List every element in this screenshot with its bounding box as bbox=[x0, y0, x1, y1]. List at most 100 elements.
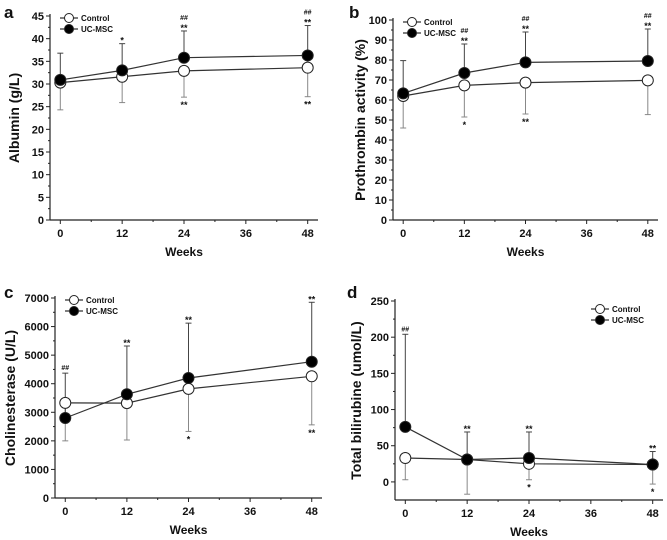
y-tick-label: 40 bbox=[32, 34, 44, 46]
x-tick-label: 36 bbox=[244, 506, 256, 518]
significance-mark: ** bbox=[304, 18, 312, 28]
y-tick-label: 0 bbox=[383, 477, 389, 489]
y-tick-label: 250 bbox=[371, 296, 389, 308]
series-line-control bbox=[405, 457, 653, 466]
series-line-uc-msc bbox=[60, 54, 308, 81]
y-tick-label: 50 bbox=[375, 115, 387, 127]
series-line-control bbox=[60, 67, 308, 84]
data-point-uc-msc bbox=[523, 452, 535, 465]
legend-item-control: Control bbox=[65, 295, 114, 305]
panel-a: a 0 5 10 15 20 25 30 35 40 45 0 12 24 36 48 Weeks Albumin… bbox=[4, 3, 318, 259]
series-line-control bbox=[403, 79, 648, 97]
y-tick-label: 10 bbox=[32, 170, 44, 182]
y-tick-label: 15 bbox=[32, 147, 44, 159]
significance-mark: ** bbox=[461, 36, 469, 46]
x-tick-label: 24 bbox=[182, 506, 195, 518]
panel-b: b 0 10 20 30 40 50 60 70 80 90 100 0 12 24 36 48 Weeks Pro… bbox=[349, 3, 658, 259]
data-point-uc-msc bbox=[116, 64, 129, 77]
y-tick-label: 6000 bbox=[25, 322, 49, 334]
legend-label: Control bbox=[424, 18, 452, 27]
data-point-uc-msc bbox=[59, 412, 72, 424]
significance-mark: ## bbox=[304, 10, 312, 17]
y-tick-label: 200 bbox=[371, 332, 389, 344]
legend-label: UC-MSC bbox=[81, 25, 113, 34]
x-tick-label: 0 bbox=[62, 506, 68, 518]
legend-label: UC-MSC bbox=[424, 29, 456, 38]
legend-marker bbox=[64, 24, 74, 34]
panel-d: d 0 50 100 150 200 250 0 12 24 36 48 Weeks Total bili… bbox=[347, 283, 663, 539]
data-point-uc-msc bbox=[182, 372, 195, 384]
significance-mark: * bbox=[651, 487, 655, 497]
y-tick-label: 10 bbox=[375, 195, 387, 207]
data-point-control bbox=[519, 76, 532, 89]
data-point-control bbox=[178, 64, 190, 77]
x-axis-label: Weeks bbox=[170, 523, 208, 537]
data-point-uc-msc bbox=[641, 55, 654, 67]
y-axis-label: Prothrombin activity (%) bbox=[352, 39, 368, 201]
y-tick-label: 0 bbox=[38, 215, 44, 227]
x-tick-label: 36 bbox=[585, 508, 597, 520]
legend-item-control: Control bbox=[591, 304, 640, 314]
significance-mark: ** bbox=[308, 294, 316, 304]
panel-c: c 0 1000 2000 3000 4000 5000 6000 7000 0 12 24 36 48 W… bbox=[2, 283, 322, 537]
data-point-uc-msc bbox=[120, 388, 133, 401]
significance-mark: ** bbox=[525, 424, 533, 434]
legend-item-uc-msc: UC-MSC bbox=[65, 306, 118, 316]
significance-mark: ** bbox=[180, 100, 188, 110]
data-point-uc-msc bbox=[399, 420, 412, 433]
x-tick-label: 24 bbox=[519, 228, 532, 240]
significance-mark: ** bbox=[464, 424, 472, 434]
significance-mark: ** bbox=[522, 24, 530, 34]
x-tick-label: 12 bbox=[121, 506, 133, 518]
y-tick-label: 35 bbox=[32, 56, 44, 68]
legend-marker bbox=[69, 306, 79, 316]
y-tick-label: 25 bbox=[32, 102, 44, 114]
y-tick-label: 150 bbox=[371, 368, 389, 380]
y-tick-label: 7000 bbox=[25, 293, 49, 305]
legend-label: Control bbox=[612, 305, 640, 314]
significance-mark: ## bbox=[522, 16, 530, 23]
legend-item-uc-msc: UC-MSC bbox=[591, 315, 644, 325]
data-point-uc-msc bbox=[397, 87, 410, 100]
series-line-uc-msc bbox=[405, 426, 653, 466]
significance-mark: ** bbox=[123, 338, 131, 348]
x-tick-label: 12 bbox=[116, 228, 128, 240]
y-tick-label: 60 bbox=[375, 95, 387, 107]
legend-marker bbox=[407, 28, 417, 38]
x-tick-label: 24 bbox=[523, 508, 536, 520]
data-point-control bbox=[641, 74, 654, 87]
y-tick-label: 90 bbox=[375, 35, 387, 47]
y-tick-label: 40 bbox=[375, 135, 387, 147]
significance-mark: ** bbox=[308, 428, 316, 438]
significance-mark: ## bbox=[401, 326, 409, 333]
y-tick-label: 5 bbox=[38, 192, 44, 204]
legend-marker bbox=[407, 17, 417, 27]
legend-label: Control bbox=[81, 14, 109, 23]
series-line-uc-msc bbox=[65, 361, 312, 419]
data-point-control bbox=[59, 396, 72, 409]
x-tick-label: 12 bbox=[458, 228, 470, 240]
legend-marker bbox=[595, 315, 605, 325]
x-axis-label: Weeks bbox=[507, 245, 545, 259]
y-axis-label: Albumin (g/L) bbox=[6, 73, 22, 163]
x-tick-label: 12 bbox=[461, 508, 473, 520]
legend-item-uc-msc: UC-MSC bbox=[403, 28, 456, 38]
significance-mark: * bbox=[120, 36, 124, 46]
panel-letter: a bbox=[4, 3, 14, 22]
x-tick-label: 36 bbox=[240, 228, 252, 240]
significance-mark: ** bbox=[185, 315, 193, 325]
y-axis-label: Total bilirubine (umol/L) bbox=[348, 321, 364, 479]
panel-letter: b bbox=[349, 3, 359, 22]
legend-item-control: Control bbox=[403, 17, 452, 27]
significance-mark: ** bbox=[644, 21, 652, 31]
x-tick-label: 36 bbox=[581, 228, 593, 240]
significance-mark: ** bbox=[522, 117, 530, 127]
data-point-control bbox=[301, 61, 314, 74]
y-tick-label: 30 bbox=[375, 155, 387, 167]
x-tick-label: 48 bbox=[302, 228, 314, 240]
x-tick-label: 48 bbox=[306, 506, 318, 518]
y-tick-label: 80 bbox=[375, 55, 387, 67]
x-axis-label: Weeks bbox=[165, 245, 203, 259]
significance-mark: ## bbox=[460, 28, 468, 35]
